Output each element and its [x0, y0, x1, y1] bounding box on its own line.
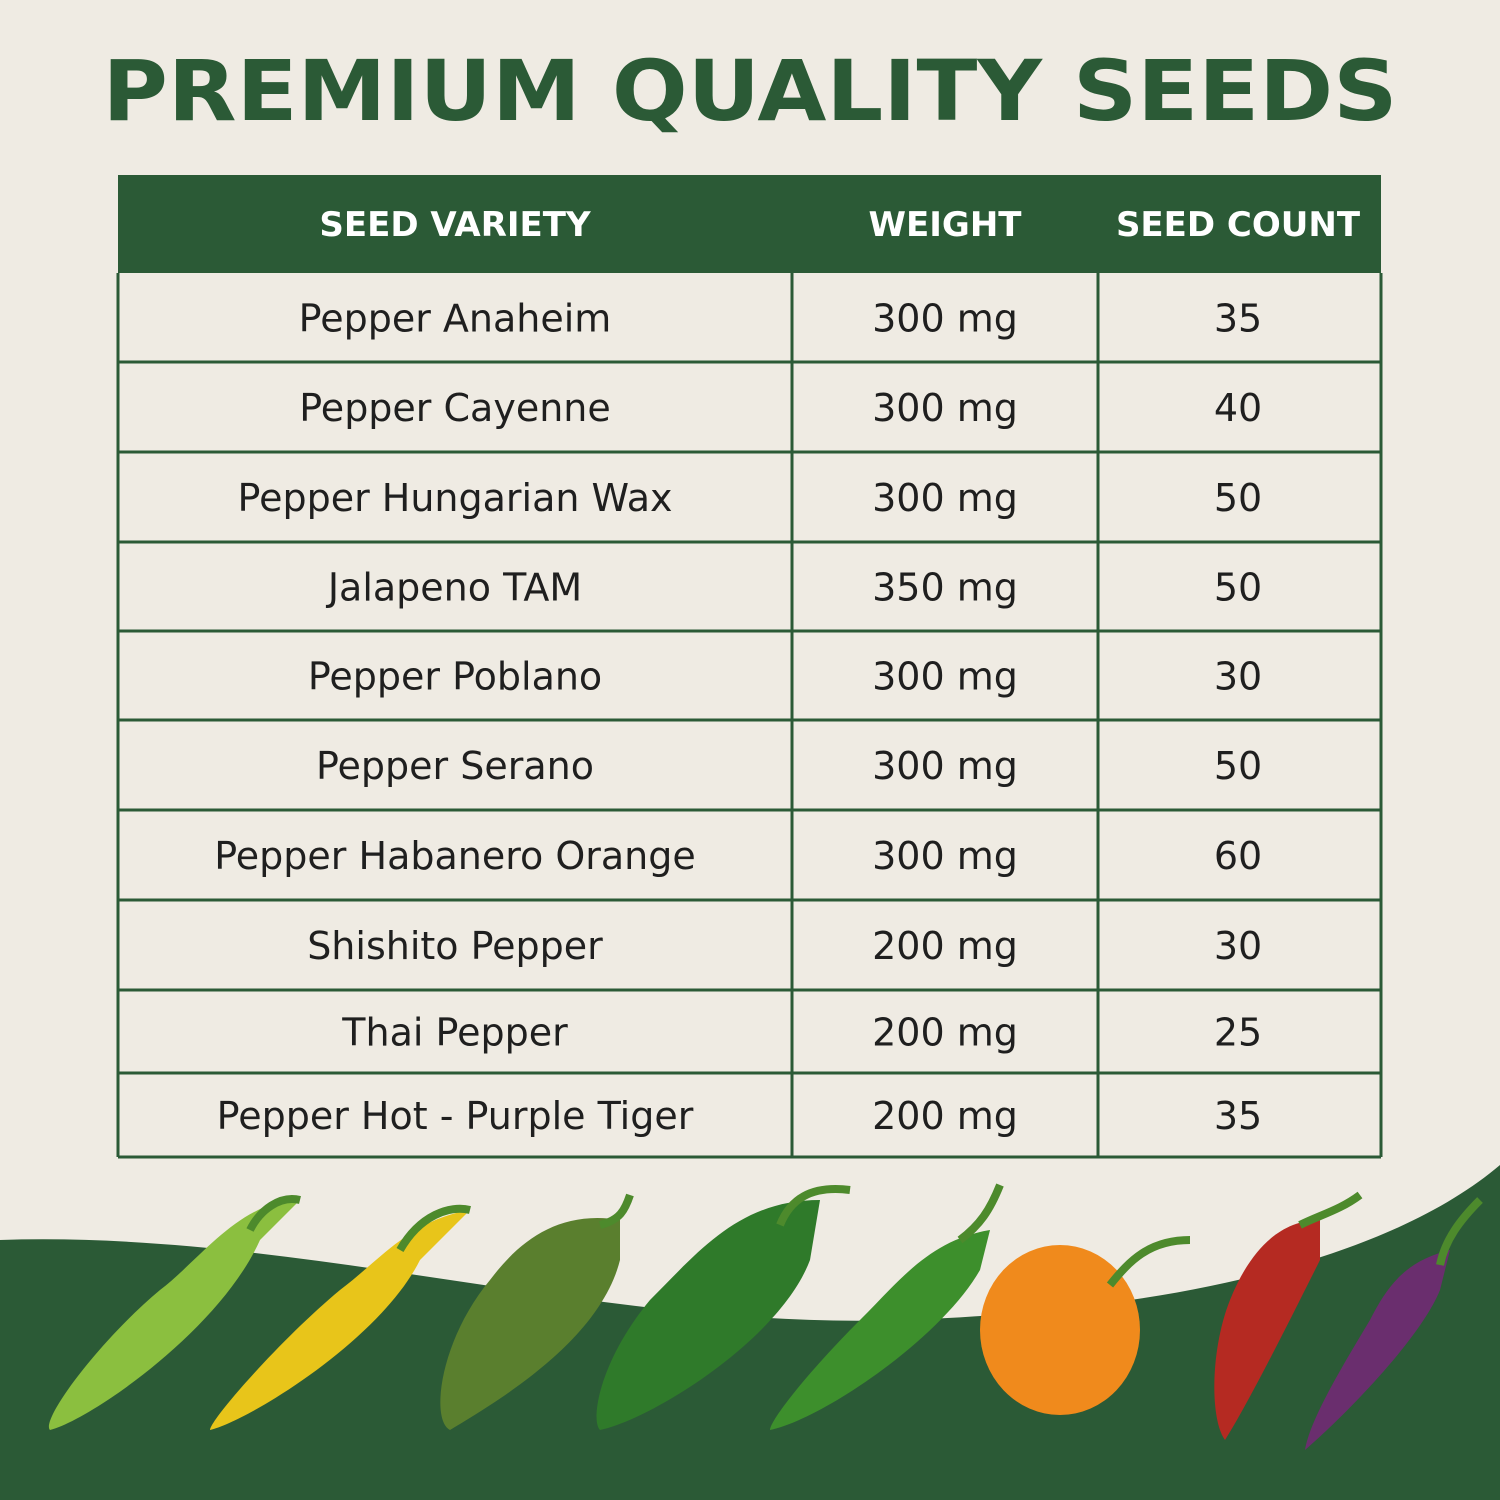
table-cell: Pepper Habanero Orange	[214, 834, 696, 878]
table-cell: Pepper Hot - Purple Tiger	[217, 1094, 694, 1138]
pepper	[210, 1210, 470, 1430]
table-cell: 40	[1214, 386, 1262, 430]
table-cell: 200 mg	[872, 924, 1018, 968]
table-cell: 300 mg	[872, 655, 1018, 699]
pepper	[770, 1230, 990, 1430]
column-header: WEIGHT	[869, 205, 1023, 245]
peppers	[48, 1183, 1483, 1450]
table-cell: Pepper Poblano	[308, 655, 602, 699]
pepper	[48, 1200, 301, 1430]
table-cell: 350 mg	[872, 566, 1018, 610]
table-cell: Jalapeno TAM	[326, 566, 582, 610]
table-cell: 200 mg	[872, 1094, 1018, 1138]
pepper	[980, 1245, 1140, 1415]
pepper-stems	[246, 1183, 1483, 1288]
table-cell: 30	[1214, 924, 1262, 968]
table-cell: 300 mg	[872, 744, 1018, 788]
table-cell: 50	[1214, 476, 1262, 520]
table-cell: 300 mg	[872, 386, 1018, 430]
table-cell: Thai Pepper	[341, 1011, 568, 1055]
table-cell: 35	[1214, 297, 1262, 341]
table-cell: 60	[1214, 834, 1262, 878]
table-cell: 300 mg	[872, 834, 1018, 878]
column-header: SEED COUNT	[1116, 205, 1361, 245]
pepper	[1214, 1220, 1320, 1440]
table-cell: 30	[1214, 655, 1262, 699]
table-cell: 50	[1214, 744, 1262, 788]
title: PREMIUM QUALITY SEEDS	[103, 42, 1398, 140]
table-cell: Pepper Hungarian Wax	[238, 476, 673, 520]
table-cell: Shishito Pepper	[307, 924, 603, 968]
table-cell: Pepper Serano	[316, 744, 594, 788]
pepper	[1305, 1250, 1450, 1450]
table-cell: 25	[1214, 1011, 1262, 1055]
table-cell: 200 mg	[872, 1011, 1018, 1055]
pepper	[596, 1200, 820, 1430]
table-cell: 50	[1214, 566, 1262, 610]
column-header: SEED VARIETY	[319, 205, 591, 245]
table-header	[118, 175, 1381, 273]
table: SEED VARIETY WEIGHT SEED COUNT Pepper Anahe…	[116, 175, 1383, 1159]
table-cell: 35	[1214, 1094, 1262, 1138]
table-cell: 300 mg	[872, 297, 1018, 341]
table-cell: 300 mg	[872, 476, 1018, 520]
table-cell: Pepper Cayenne	[299, 386, 611, 430]
pepper	[440, 1218, 620, 1430]
table-cell: Pepper Anaheim	[299, 297, 612, 341]
